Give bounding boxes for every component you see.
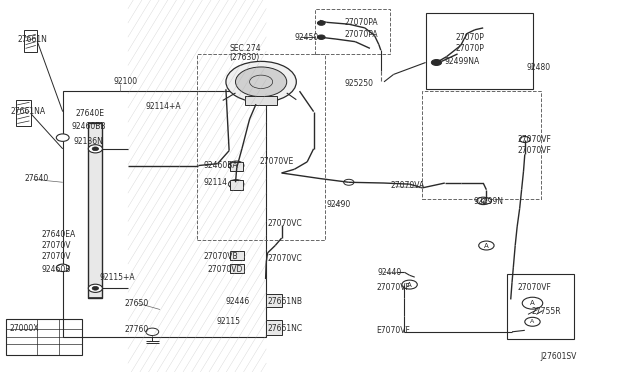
- Bar: [426, 13, 533, 89]
- Text: 27070VB: 27070VB: [204, 252, 238, 261]
- Circle shape: [344, 179, 354, 185]
- Text: 27000X: 27000X: [10, 324, 39, 333]
- Bar: [315, 9, 390, 54]
- Text: 27070P: 27070P: [456, 44, 484, 53]
- Circle shape: [56, 134, 69, 141]
- Bar: [197, 54, 325, 240]
- Text: 92446: 92446: [225, 297, 250, 306]
- Text: A: A: [531, 319, 534, 324]
- Circle shape: [88, 284, 102, 292]
- Text: 92115: 92115: [216, 317, 241, 326]
- Text: 27661N: 27661N: [18, 35, 48, 44]
- Text: 27650: 27650: [125, 299, 149, 308]
- Text: 27640E: 27640E: [76, 109, 104, 118]
- Text: 27661NA: 27661NA: [10, 107, 45, 116]
- Text: E7070VF: E7070VF: [376, 326, 410, 335]
- Circle shape: [236, 67, 287, 97]
- Text: A: A: [407, 282, 412, 288]
- Text: 92136N: 92136N: [74, 137, 104, 146]
- Text: 925250: 925250: [344, 79, 373, 88]
- Text: SEC.274: SEC.274: [229, 44, 260, 53]
- Text: 27755R: 27755R: [531, 307, 561, 316]
- Circle shape: [226, 61, 296, 102]
- Circle shape: [520, 137, 530, 142]
- Text: 92114: 92114: [204, 178, 228, 187]
- Bar: [63, 91, 266, 337]
- Text: A: A: [484, 243, 489, 248]
- Circle shape: [228, 180, 244, 189]
- Text: 27640: 27640: [24, 174, 49, 183]
- Text: 27070VF: 27070VF: [517, 135, 551, 144]
- Text: 92480: 92480: [526, 63, 550, 72]
- Circle shape: [402, 280, 417, 289]
- Text: 27070PA: 27070PA: [344, 18, 378, 27]
- Text: 92100: 92100: [114, 77, 138, 86]
- Circle shape: [522, 297, 543, 309]
- Text: 27661NC: 27661NC: [268, 324, 303, 333]
- Bar: [422, 91, 541, 199]
- Text: 92440: 92440: [378, 268, 402, 277]
- Text: 92460B: 92460B: [42, 265, 71, 274]
- Text: 92499NA: 92499NA: [445, 57, 480, 66]
- Text: 92115+A: 92115+A: [99, 273, 135, 282]
- Text: 92114+A: 92114+A: [146, 102, 182, 110]
- Text: 27070V: 27070V: [42, 252, 71, 261]
- Text: 92490: 92490: [326, 200, 351, 209]
- Bar: [266, 320, 282, 335]
- Text: 27070VF: 27070VF: [376, 283, 410, 292]
- Circle shape: [317, 21, 325, 25]
- Bar: [230, 180, 243, 190]
- Text: 27070VC: 27070VC: [268, 219, 302, 228]
- Text: 92499N: 92499N: [474, 197, 504, 206]
- Circle shape: [525, 317, 540, 326]
- Text: J27601SV: J27601SV: [541, 352, 577, 361]
- Circle shape: [56, 264, 69, 272]
- Text: 27760: 27760: [125, 325, 149, 334]
- Text: 27070VD: 27070VD: [208, 265, 243, 274]
- Text: 92450: 92450: [294, 33, 319, 42]
- Bar: [230, 162, 243, 171]
- Bar: [507, 274, 574, 339]
- Text: 27070V: 27070V: [42, 241, 71, 250]
- Text: 27070P: 27070P: [456, 33, 484, 42]
- Text: 27070VC: 27070VC: [268, 254, 302, 263]
- Circle shape: [228, 161, 244, 170]
- Text: 27640EA: 27640EA: [42, 230, 76, 239]
- Text: 92460BA: 92460BA: [204, 161, 238, 170]
- Text: 27070PA: 27070PA: [344, 30, 378, 39]
- Circle shape: [479, 241, 494, 250]
- Circle shape: [88, 145, 102, 153]
- Circle shape: [481, 198, 492, 204]
- Text: (27630): (27630): [229, 53, 259, 62]
- Bar: [230, 251, 244, 260]
- Bar: [88, 123, 102, 298]
- Circle shape: [477, 197, 490, 205]
- Circle shape: [146, 328, 159, 336]
- Circle shape: [431, 60, 442, 65]
- Text: 27070VA: 27070VA: [390, 182, 425, 190]
- Text: 27661NB: 27661NB: [268, 297, 303, 306]
- Bar: [6, 319, 82, 355]
- Text: 92460BB: 92460BB: [72, 122, 106, 131]
- Text: A: A: [530, 300, 535, 306]
- Bar: [230, 264, 244, 273]
- Bar: [245, 96, 277, 105]
- Circle shape: [317, 35, 325, 39]
- Text: 27070VE: 27070VE: [259, 157, 294, 166]
- Circle shape: [92, 147, 99, 151]
- Text: 27070VF: 27070VF: [517, 146, 551, 155]
- Circle shape: [92, 286, 99, 290]
- Text: 27070VF: 27070VF: [517, 283, 551, 292]
- Bar: [266, 294, 282, 307]
